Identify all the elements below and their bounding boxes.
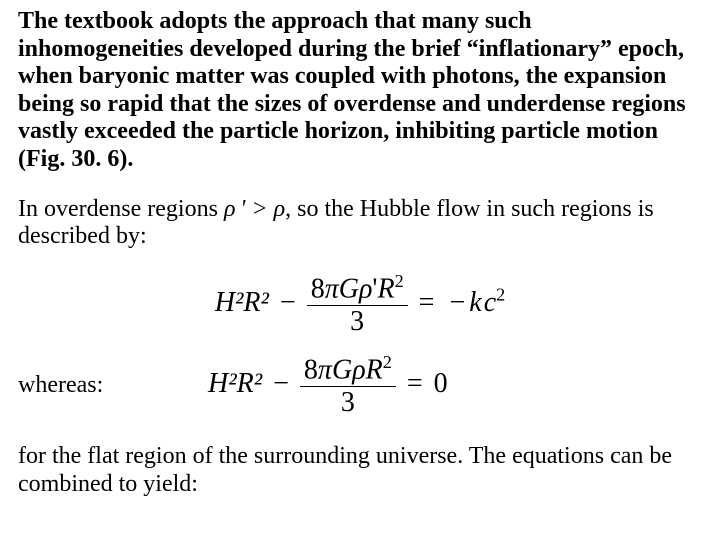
minus-op: −: [276, 287, 300, 318]
equals-op: =: [415, 287, 439, 318]
eq2-expression: H²R² − 8πGρR2 3 = 0: [208, 368, 448, 399]
paragraph-overdense: In overdense regions ρ ' > ρ, so the Hub…: [18, 196, 702, 251]
paragraph-intro: The textbook adopts the approach that ma…: [18, 8, 702, 174]
eq2-fraction: 8πGρR2 3: [300, 352, 396, 419]
eq2-denominator: 3: [300, 387, 396, 419]
equation-2: H²R² − 8πGρR2 3 = 0: [208, 352, 448, 419]
eq1-lhs-term1: H²R²: [215, 287, 269, 318]
whereas-label: whereas:: [18, 372, 208, 399]
equation-1: H²R² − 8πGρ'R2 3 = −kc2: [18, 271, 702, 338]
eq1-fraction: 8πGρ'R2 3: [307, 271, 408, 338]
eq2-rhs: 0: [434, 368, 448, 399]
eq1-denominator: 3: [307, 306, 408, 338]
document-page: The textbook adopts the approach that ma…: [0, 0, 720, 527]
para2-pre: In overdense regions: [18, 196, 224, 222]
eq1-numerator: 8πGρ'R2: [307, 271, 408, 306]
minus-op-2: −: [269, 368, 293, 399]
eq2-numerator: 8πGρR2: [300, 352, 396, 387]
equals-op-2: =: [403, 368, 427, 399]
eq2-lhs-term1: H²R²: [208, 368, 262, 399]
density-relation: ρ ' > ρ: [224, 196, 285, 222]
eq1-expression: H²R² − 8πGρ'R2 3 = −kc2: [215, 287, 505, 318]
equation-2-row: whereas: H²R² − 8πGρR2 3 = 0: [18, 352, 702, 419]
eq1-rhs: −kc2: [445, 287, 505, 318]
paragraph-conclusion: for the flat region of the surrounding u…: [18, 443, 702, 498]
